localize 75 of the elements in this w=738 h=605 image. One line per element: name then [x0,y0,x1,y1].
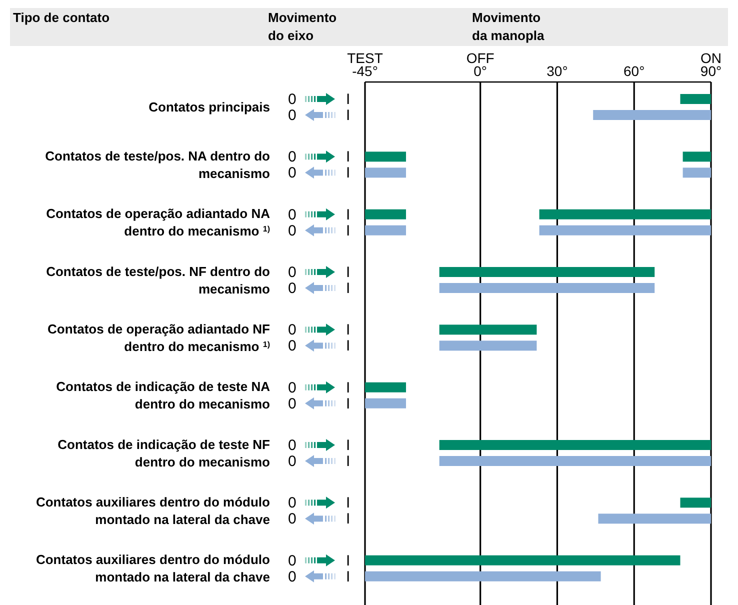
bar [439,456,711,466]
text: I [346,568,350,586]
text: 0 [288,395,296,412]
bar [365,152,406,162]
bar [439,267,655,277]
text: 0 [288,568,296,586]
x-axis-title: Movimento da manopla [472,10,546,43]
y-tick-label: Contatos de teste/pos. NA dentro do mecanismo [45,148,270,181]
text: I [346,107,350,124]
text: I [346,91,350,108]
text: I [346,453,350,470]
x-tick-label: ON 90° [700,50,722,79]
x-tick-label: TEST -45° [347,50,384,79]
y-tick-label: Contatos de operação adiantado NA dentro do mecanismo $^{1)}$ [46,206,271,239]
bar [365,398,406,408]
y-tick-label: Contatos principais [148,100,270,114]
text: I [346,206,350,224]
text: I [346,379,350,396]
text: 0 [288,322,296,339]
bar [598,514,711,524]
bar [365,209,406,220]
text: I [346,148,350,166]
text: I [346,395,350,412]
text: 0 [288,280,296,297]
bar [680,498,711,508]
bar [365,225,406,236]
text: 0 [288,206,296,224]
text: I [346,322,350,339]
y-tick-label: Contatos auxiliares dentro do módulo montado na lateral da chave [36,494,270,527]
y-tick-label: Contatos de operação adiantado NF dentro do mecanismo $^{1)}$ [48,321,270,354]
text: 0 [288,379,296,396]
text: I [346,437,350,454]
text: 0 [288,510,296,528]
bar [539,209,711,220]
text: 0 [288,264,296,281]
text: 0 [288,107,296,124]
text: I [346,510,350,528]
bar [539,225,711,236]
bar [682,152,711,162]
text: 0 [288,222,296,240]
text: Tipo de contato [13,10,110,25]
y-tick-label: Contatos de teste/pos. NF dentro do mecanismo [46,264,270,296]
text: 0 [288,164,296,182]
x-tick-label: 30° [546,63,568,79]
bar [439,283,655,293]
text: I [346,264,350,281]
bar [365,168,406,178]
bar [439,324,537,335]
text: 0 [288,148,296,166]
text: 0 [288,437,296,454]
bar [439,440,711,450]
text: 0 [288,338,296,355]
bar [593,110,711,120]
y-tick-label: Contatos de indicação de teste NF dentro do mecanismo [58,436,270,470]
y-tick-label: Contatos auxiliares dentro do módulo montado na lateral da chave [36,552,270,585]
text: I [346,280,350,297]
bar [680,94,711,104]
bar [365,382,406,392]
text: I [346,164,350,182]
bar [439,340,537,351]
x-tick-label: 60° [624,63,645,79]
text: I [346,494,350,512]
text: 0 [288,91,296,108]
bar [682,168,711,178]
bar [365,571,601,582]
y-tick-label: Contatos de indicação de teste NA dentro do mecanismo [56,379,271,412]
text: I [346,338,350,355]
text: 0 [288,494,296,512]
text: I [346,552,350,570]
text: 0 [288,453,296,470]
text: 0 [288,552,296,570]
text: I [346,222,350,240]
x-tick-label: OFF 0° [466,50,494,79]
text: Movimento do eixo [268,10,337,43]
bar [365,555,680,566]
